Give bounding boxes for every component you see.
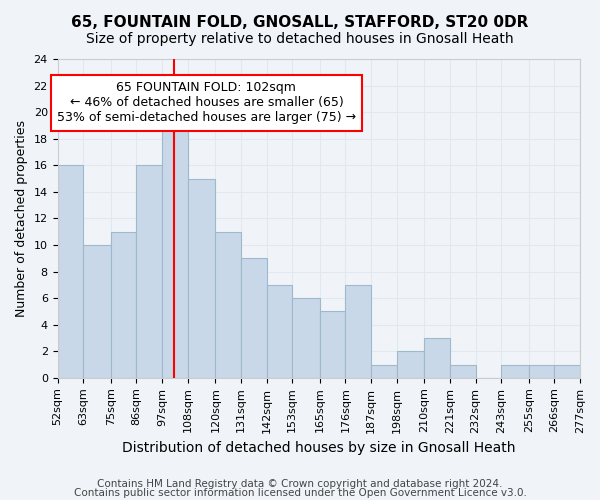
Bar xyxy=(371,364,397,378)
Bar xyxy=(292,298,320,378)
X-axis label: Distribution of detached houses by size in Gnosall Heath: Distribution of detached houses by size … xyxy=(122,441,515,455)
Bar xyxy=(529,364,554,378)
Bar xyxy=(83,245,111,378)
Bar xyxy=(111,232,136,378)
Bar xyxy=(346,285,371,378)
Bar xyxy=(162,112,188,378)
Bar xyxy=(501,364,529,378)
Bar xyxy=(58,166,83,378)
Bar xyxy=(188,178,215,378)
Text: 65 FOUNTAIN FOLD: 102sqm
← 46% of detached houses are smaller (65)
53% of semi-d: 65 FOUNTAIN FOLD: 102sqm ← 46% of detach… xyxy=(57,82,356,124)
Bar xyxy=(266,285,292,378)
Text: Contains HM Land Registry data © Crown copyright and database right 2024.: Contains HM Land Registry data © Crown c… xyxy=(97,479,503,489)
Text: Size of property relative to detached houses in Gnosall Heath: Size of property relative to detached ho… xyxy=(86,32,514,46)
Bar xyxy=(241,258,266,378)
Y-axis label: Number of detached properties: Number of detached properties xyxy=(15,120,28,317)
Bar xyxy=(136,166,162,378)
Bar xyxy=(397,352,424,378)
Bar xyxy=(215,232,241,378)
Bar xyxy=(320,312,346,378)
Bar xyxy=(554,364,580,378)
Text: 65, FOUNTAIN FOLD, GNOSALL, STAFFORD, ST20 0DR: 65, FOUNTAIN FOLD, GNOSALL, STAFFORD, ST… xyxy=(71,15,529,30)
Text: Contains public sector information licensed under the Open Government Licence v3: Contains public sector information licen… xyxy=(74,488,526,498)
Bar xyxy=(424,338,450,378)
Bar xyxy=(450,364,476,378)
